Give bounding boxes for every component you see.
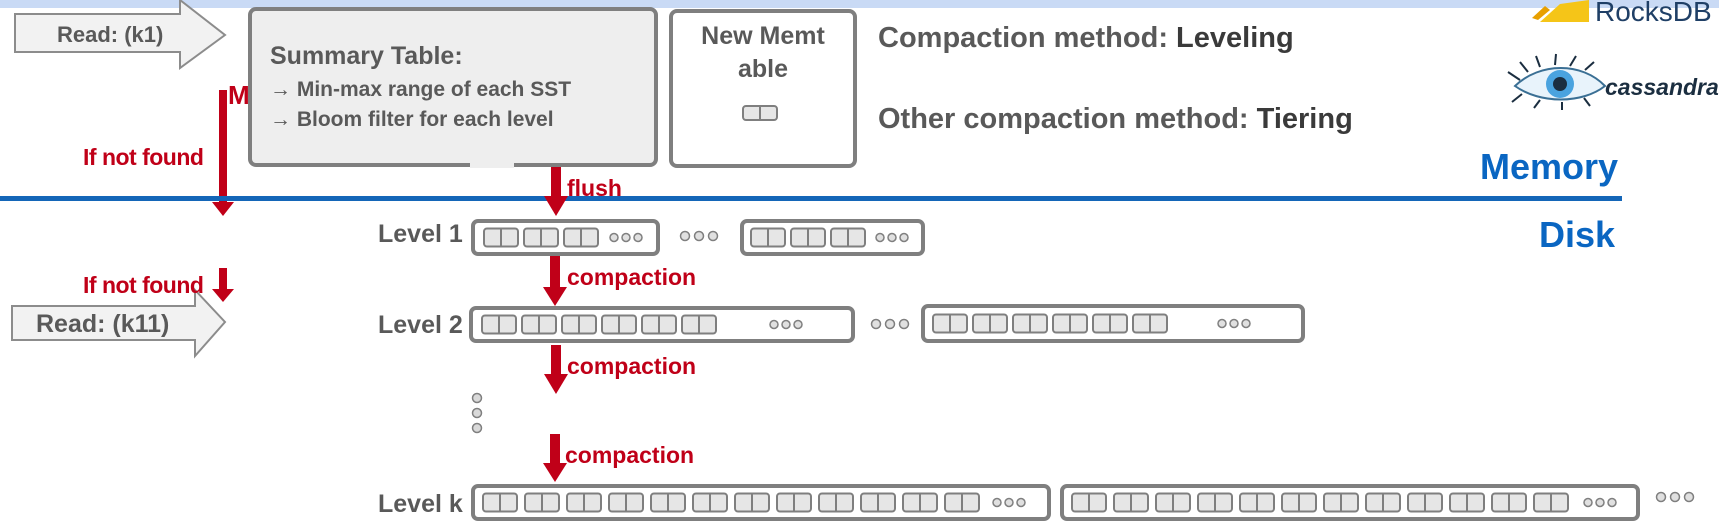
compaction-arrow-1 — [550, 256, 560, 288]
top-strip — [0, 0, 1719, 8]
compaction-method-value: Leveling — [1176, 22, 1294, 54]
memtable-line1: New Memt — [701, 22, 825, 50]
memtable-line2: able — [737, 55, 789, 83]
level-k-run-1 — [471, 484, 1051, 521]
compaction-label-2: compaction — [567, 353, 697, 379]
flush-arrow — [551, 167, 561, 197]
compaction-method-prefix: Compaction method: — [878, 22, 1177, 54]
compaction-arrow-3 — [550, 434, 560, 464]
other-method-value: Tiering — [1256, 103, 1353, 135]
compaction-method: Compaction method: Leveling — [878, 22, 1294, 55]
read-k11-label: Read: (k11) — [36, 310, 170, 338]
level-2-ellipsis — [870, 318, 910, 330]
level-1-run-2 — [740, 219, 925, 256]
disk-label: Disk — [1539, 214, 1616, 255]
summary-item-1: → Min-max range of each SST — [270, 78, 572, 101]
compaction-label-3: compaction — [565, 442, 695, 468]
summary-title: Summary Table: — [270, 42, 463, 70]
if-not-found-1: If not found — [83, 144, 204, 170]
compaction-label-1: compaction — [567, 264, 697, 290]
search-arrow-1 — [219, 90, 227, 202]
level-k-run-2 — [1060, 484, 1640, 521]
summary-tab — [470, 158, 514, 168]
level-k-label: Level k — [378, 490, 463, 518]
search-arrow-1-head — [212, 202, 234, 216]
other-method-prefix: Other compaction method: — [878, 103, 1257, 135]
read-k1-label: Read: (k1) — [57, 22, 164, 47]
rocksdb-logo-text: RocksDB — [1595, 0, 1712, 27]
flush-label: flush — [567, 175, 622, 201]
memtable-box — [669, 9, 857, 168]
level-2-label: Level 2 — [378, 311, 463, 339]
search-arrow-2 — [219, 268, 227, 290]
compaction-arrow-2 — [551, 345, 561, 375]
search-arrow-2-head — [212, 289, 234, 302]
cut-letter: M — [228, 80, 250, 110]
read-arrow-k1 — [14, 0, 227, 70]
cassandra-logo-text: cassandra — [1605, 74, 1719, 100]
memory-label: Memory — [1480, 146, 1619, 187]
level-k-ellipsis — [1655, 491, 1695, 503]
level-2-run-2 — [921, 304, 1305, 343]
read-arrow-k11 — [11, 287, 227, 359]
if-not-found-2: If not found — [83, 272, 204, 298]
summary-table-box — [248, 7, 658, 167]
level-ellipsis — [471, 392, 483, 434]
summary-item-2: → Bloom filter for each level — [270, 108, 554, 131]
other-compaction-method: Other compaction method: Tiering — [878, 103, 1353, 136]
levels-layer — [469, 219, 1695, 521]
level-1-label: Level 1 — [378, 220, 463, 248]
memory-disk-divider — [0, 196, 1622, 201]
level-1-run-1 — [471, 219, 660, 256]
level-2-run-1 — [469, 306, 855, 343]
level-1-ellipsis — [679, 230, 719, 242]
